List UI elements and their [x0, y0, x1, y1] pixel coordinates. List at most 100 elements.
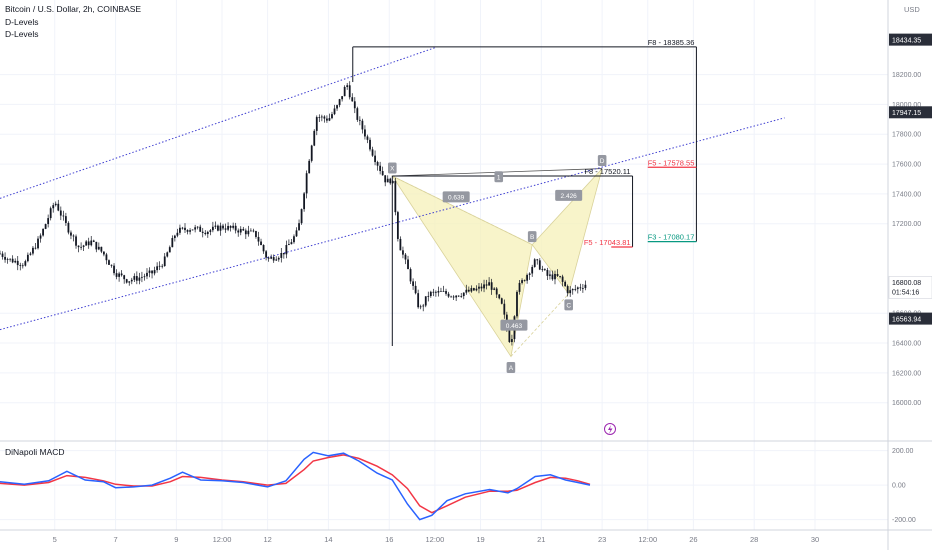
candle [326, 115, 328, 123]
price-tick-label: 17200.00 [892, 221, 921, 228]
candle-body [559, 275, 561, 277]
candle [123, 274, 126, 284]
candle-body [333, 108, 336, 115]
time-tick-label: 21 [537, 535, 545, 544]
candle [67, 221, 70, 235]
time-tick-label: 23 [598, 535, 606, 544]
candle [402, 246, 404, 259]
candle-body [467, 289, 470, 292]
pattern-point-d-bg [597, 155, 607, 167]
candle-body [576, 287, 579, 290]
candle-body [356, 108, 359, 120]
candle [64, 212, 67, 226]
candle [9, 258, 12, 262]
candle-body [353, 101, 356, 109]
candle-body [546, 270, 549, 276]
candle-body [4, 256, 6, 260]
candle [376, 160, 379, 171]
candle-body [168, 247, 171, 253]
current-price-text: 16800.08 [892, 280, 921, 287]
candle-body [528, 273, 531, 275]
candle-body [26, 254, 29, 262]
candle-body [105, 254, 108, 261]
candle-body [148, 270, 151, 273]
candle [95, 241, 98, 253]
indicator-d-levels-1[interactable]: D-Levels [5, 17, 39, 27]
candle [288, 239, 290, 246]
candle [561, 274, 564, 287]
candle [184, 223, 186, 234]
pattern-point-b: B [527, 231, 537, 243]
candle [364, 125, 366, 140]
candle [399, 236, 402, 251]
candle-body [414, 285, 417, 294]
candle-body [62, 215, 65, 217]
symbol-title[interactable]: Bitcoin / U.S. Dollar, 2h, COINBASE [5, 4, 142, 14]
candle-body [452, 296, 455, 298]
pattern-point-c: C [564, 299, 573, 311]
candle-body [460, 296, 463, 297]
candle [265, 250, 267, 261]
candle-body [130, 279, 133, 282]
candle-body [298, 223, 300, 231]
indicator-d-levels-2[interactable]: D-Levels [5, 29, 39, 39]
candle [181, 226, 184, 230]
candle-body [556, 273, 559, 276]
candle [214, 221, 217, 229]
candle-body [199, 226, 202, 232]
candle-body [54, 203, 57, 206]
candle [21, 263, 24, 269]
candle-body [285, 245, 288, 255]
time-tick-label: 26 [689, 535, 697, 544]
candle [556, 269, 559, 277]
candle-body [442, 291, 445, 292]
candle [113, 263, 115, 276]
candle [495, 287, 498, 298]
candle [14, 258, 17, 264]
candle-body [59, 210, 62, 216]
candle-body [262, 245, 265, 252]
candle-body [343, 86, 346, 97]
candle [42, 228, 44, 237]
price-tick-label: 16200.00 [892, 370, 921, 377]
macd-tick-label: 200.00 [892, 448, 914, 455]
candle [282, 252, 285, 259]
candle-body [581, 288, 584, 289]
candle [0, 250, 1, 255]
candle [47, 214, 50, 228]
candle-body [247, 230, 250, 235]
candle [222, 223, 224, 231]
candle-body [123, 275, 126, 280]
pattern-point-d: D [597, 155, 607, 167]
candle [541, 265, 544, 272]
candle-body [204, 232, 207, 235]
candle-body [1, 253, 4, 257]
candle [303, 192, 306, 212]
pattern-point-a-bg [506, 361, 516, 373]
candle-body [574, 289, 577, 290]
candle [313, 129, 316, 147]
candle-body [0, 253, 1, 255]
candle-body [49, 208, 52, 219]
candle-body [135, 276, 138, 281]
candle [551, 270, 554, 281]
macd-title[interactable]: DiNapoli MACD [5, 447, 65, 457]
candle-body [100, 246, 103, 252]
candle-body [52, 205, 55, 209]
price-badge: 17947.15 [889, 106, 932, 119]
candle [267, 256, 270, 262]
candle [138, 272, 141, 285]
candle [70, 230, 72, 240]
candle [581, 283, 584, 293]
candle-body [447, 293, 450, 297]
candle [161, 263, 164, 269]
candle [135, 271, 138, 285]
candle-body [549, 274, 551, 276]
pattern-ratio-1-text: 2.426 [561, 193, 578, 200]
candle-body [498, 294, 501, 299]
candle [29, 251, 32, 256]
candle-body [95, 241, 98, 250]
pattern-ratio-1-bg [555, 189, 583, 201]
candle [120, 270, 123, 277]
